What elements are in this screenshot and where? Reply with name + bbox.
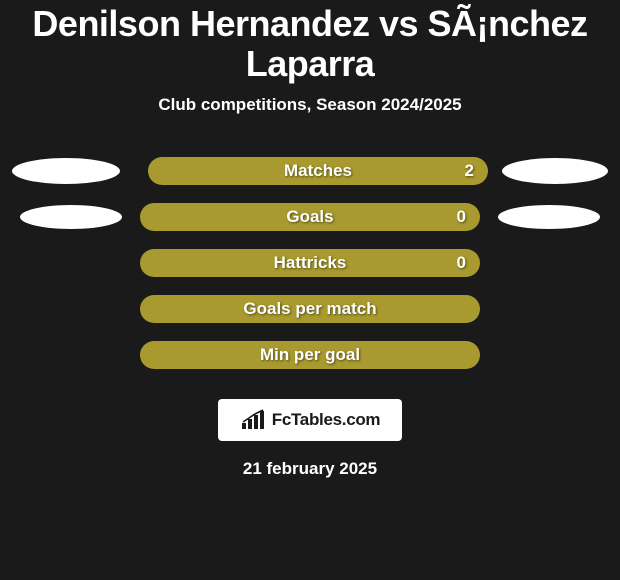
logo-badge: FcTables.com <box>218 399 403 441</box>
left-ellipse <box>20 205 122 229</box>
stat-bar: Hattricks 0 <box>140 249 480 277</box>
stat-bar: Min per goal <box>140 341 480 369</box>
stat-label: Goals per match <box>243 299 376 319</box>
stat-bar: Goals per match <box>140 295 480 323</box>
stat-row: Hattricks 0 <box>12 249 608 277</box>
stat-value: 0 <box>457 207 466 227</box>
bars-icon <box>240 409 266 431</box>
infographic-container: Denilson Hernandez vs SÃ¡nchez Laparra C… <box>0 0 620 479</box>
stat-bar: Goals 0 <box>140 203 480 231</box>
stat-label: Goals <box>286 207 333 227</box>
logo-text: FcTables.com <box>272 410 381 430</box>
left-ellipse <box>12 158 120 184</box>
stat-row: Goals per match <box>12 295 608 323</box>
stat-row: Goals 0 <box>12 203 608 231</box>
right-ellipse <box>498 205 600 229</box>
stat-rows: Matches 2 Goals 0 Hattricks 0 Goals per match M… <box>12 157 608 387</box>
subtitle: Club competitions, Season 2024/2025 <box>158 95 461 115</box>
stat-bar: Matches 2 <box>148 157 488 185</box>
footer-date: 21 february 2025 <box>243 459 377 479</box>
stat-label: Min per goal <box>260 345 360 365</box>
stat-row: Matches 2 <box>12 157 608 185</box>
stat-value: 0 <box>457 253 466 273</box>
stat-row: Min per goal <box>12 341 608 369</box>
stat-label: Matches <box>284 161 352 181</box>
page-title: Denilson Hernandez vs SÃ¡nchez Laparra <box>0 4 620 83</box>
right-ellipse <box>502 158 608 184</box>
stat-label: Hattricks <box>274 253 347 273</box>
stat-value: 2 <box>465 161 474 181</box>
